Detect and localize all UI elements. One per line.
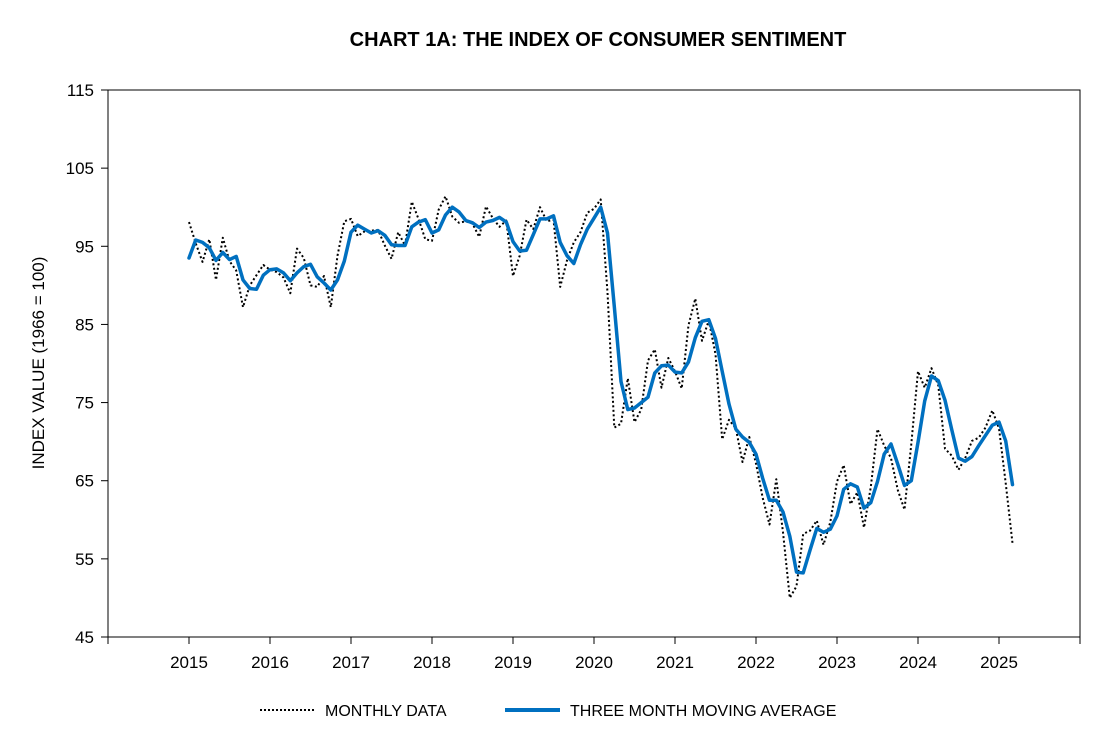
y-tick-label: 115 xyxy=(67,81,94,100)
x-tick-label: 2024 xyxy=(899,653,937,672)
y-tick-label: 95 xyxy=(75,237,94,256)
x-tick-label: 2017 xyxy=(332,653,370,672)
y-axis-ticks: 45 55 65 75 85 95 105 115 xyxy=(66,81,108,647)
y-tick-label: 55 xyxy=(75,550,94,569)
x-tick-label: 2021 xyxy=(656,653,694,672)
x-tick-label: 2019 xyxy=(494,653,532,672)
y-tick-label: 75 xyxy=(75,394,94,413)
series-monthly-data-line xyxy=(188,195,1014,599)
legend-monthly-label: MONTHLY DATA xyxy=(325,703,447,720)
x-tick-label: 2015 xyxy=(170,653,208,672)
y-tick-label: 105 xyxy=(66,159,94,178)
y-tick-label: 85 xyxy=(75,315,94,334)
x-tick-label: 2018 xyxy=(413,653,451,672)
series-layer xyxy=(187,195,1015,599)
x-tick-label: 2025 xyxy=(980,653,1018,672)
chart-title: CHART 1A: THE INDEX OF CONSUMER SENTIMEN… xyxy=(350,29,847,51)
y-tick-label: 45 xyxy=(75,628,94,647)
legend: MONTHLY DATA THREE MONTH MOVING AVERAGE xyxy=(260,703,836,720)
x-axis-ticks: 2015 2016 2017 2018 2019 2020 2021 2022 2023 2024… xyxy=(107,637,1081,672)
legend-moving-average-label: THREE MONTH MOVING AVERAGE xyxy=(570,703,836,720)
y-tick-label: 65 xyxy=(75,472,94,491)
x-tick-label: 2023 xyxy=(818,653,856,672)
x-tick-label: 2020 xyxy=(575,653,613,672)
x-tick-label: 2022 xyxy=(737,653,775,672)
y-axis-label: INDEX VALUE (1966 = 100) xyxy=(29,257,48,470)
x-tick-label: 2016 xyxy=(251,653,289,672)
plot-area-frame xyxy=(107,89,1081,638)
series-moving-average-line xyxy=(187,205,1015,575)
